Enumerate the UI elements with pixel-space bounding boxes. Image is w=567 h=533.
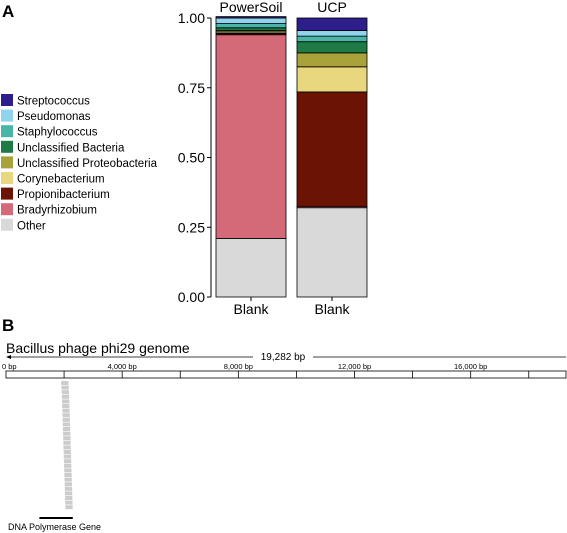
read-3 <box>61 394 70 399</box>
legend-label-corynebacterium: Corynebacterium <box>17 174 105 186</box>
legend-swatch-propionibacterium <box>1 187 13 200</box>
bar-segment-powersoil-other <box>215 238 287 298</box>
read-8 <box>62 417 70 422</box>
legend-label-streptococcus: Streptococcus <box>17 96 90 108</box>
y-tick-label-3: 0.75 <box>178 80 205 96</box>
panel-a-label: A <box>2 2 14 21</box>
bar-segment-ucp-unclassified-proteobacteria <box>296 52 368 68</box>
ruler-tick-label-1: 4,000 bp <box>108 362 137 371</box>
read-23 <box>64 486 73 491</box>
ruler-tick-label-0: 0 bp <box>2 362 17 371</box>
read-6 <box>62 408 70 413</box>
legend-swatch-corynebacterium <box>1 172 13 184</box>
genome-ruler <box>5 370 567 379</box>
read-20 <box>64 473 72 477</box>
legend-swatch-other <box>1 218 13 231</box>
legend-label-other: Other <box>17 220 46 232</box>
bar-segment-ucp-other <box>296 207 368 298</box>
bar-segment-powersoil-unclassified-bacteria <box>215 27 287 31</box>
read-15 <box>63 450 71 454</box>
read-19 <box>64 468 72 473</box>
legend-label-staphylococcus: Staphylococcus <box>17 127 98 139</box>
bar-segment-powersoil-pseudomonas <box>215 17 287 24</box>
legend-label-pseudomonas: Pseudomonas <box>17 111 91 123</box>
bar-segment-ucp-unclassified-bacteria <box>296 41 368 54</box>
ruler-tick-label-2: 8,000 bp <box>224 362 253 371</box>
read-0 <box>61 381 69 385</box>
stacked-bar-chart: 0.00 0.25 0.50 0.75 1.00 PowerSoil Blank UCP Bla… <box>178 0 368 317</box>
genome-title: Bacillus phage phi29 genome <box>6 340 190 356</box>
x-label-ucp: Blank <box>314 301 350 317</box>
legend-swatch-staphylococcus <box>1 125 13 138</box>
read-1 <box>61 385 69 390</box>
y-tick-label-0: 0.00 <box>178 289 205 305</box>
bar-segment-powersoil-staphylococcus <box>215 23 287 29</box>
legend: Streptococcus Pseudomonas Staphylococcus Un… <box>1 94 158 232</box>
read-5 <box>62 404 70 408</box>
length-arrowhead-left <box>6 355 11 359</box>
panel-b-label: B <box>2 316 14 335</box>
column-label-ucp: UCP <box>317 0 347 15</box>
column-label-powersoil: PowerSoil <box>219 0 282 15</box>
read-7 <box>62 413 70 418</box>
read-2 <box>61 390 70 395</box>
x-label-powersoil: Blank <box>233 301 269 317</box>
read-27 <box>65 505 73 510</box>
bar-segment-ucp-propionibacterium <box>296 91 368 207</box>
read-9 <box>62 422 71 427</box>
read-4 <box>62 399 70 404</box>
bar-segment-ucp-pseudomonas <box>296 30 368 37</box>
legend-swatch-pseudomonas <box>1 109 13 122</box>
bar-segment-ucp-staphylococcus <box>296 35 368 43</box>
read-22 <box>64 482 72 487</box>
read-25 <box>65 496 73 500</box>
y-tick-label-4: 1.00 <box>178 10 205 26</box>
read-24 <box>64 491 73 496</box>
read-11 <box>63 431 71 436</box>
legend-swatch-unclassified-proteobacteria <box>1 156 13 169</box>
y-tick-label-2: 0.50 <box>178 150 205 166</box>
legend-label-unclassified-proteobacteria: Unclassified Proteobacteria <box>17 158 158 170</box>
genome-coverage-plot: Bacillus phage phi29 genome 19,282 bp 0 bp… <box>2 340 567 532</box>
read-13 <box>63 440 71 445</box>
length-label: 19,282 bp <box>261 352 306 363</box>
read-26 <box>65 500 73 505</box>
read-18 <box>64 463 72 468</box>
legend-swatch-streptococcus <box>1 94 13 106</box>
length-label-background <box>253 350 313 362</box>
read-17 <box>63 459 72 464</box>
read-16 <box>63 454 72 459</box>
legend-swatch-unclassified-bacteria <box>1 140 13 153</box>
legend-label-bradyrhizobium: Bradyrhizobium <box>17 205 97 217</box>
ruler-tick-label-4: 16,000 bp <box>454 362 487 371</box>
read-14 <box>63 445 71 450</box>
bar-segment-powersoil-bradyrhizobium <box>215 34 287 239</box>
gene-label: DNA Polymerase Gene <box>8 522 101 532</box>
ruler-tick-label-3: 12,000 bp <box>338 362 371 371</box>
bar-segment-ucp-corynebacterium <box>296 66 368 93</box>
read-21 <box>64 477 72 482</box>
legend-label-propionibacterium: Propionibacterium <box>17 189 110 201</box>
legend-swatch-bradyrhizobium <box>1 203 13 216</box>
legend-label-unclassified-bacteria: Unclassified Bacteria <box>17 142 125 154</box>
bar-segment-ucp-streptococcus <box>296 17 368 31</box>
read-12 <box>63 436 71 441</box>
y-tick-label-1: 0.25 <box>178 219 205 235</box>
bar-segment-powersoil-streptococcus <box>215 16 287 19</box>
read-10 <box>62 427 71 431</box>
